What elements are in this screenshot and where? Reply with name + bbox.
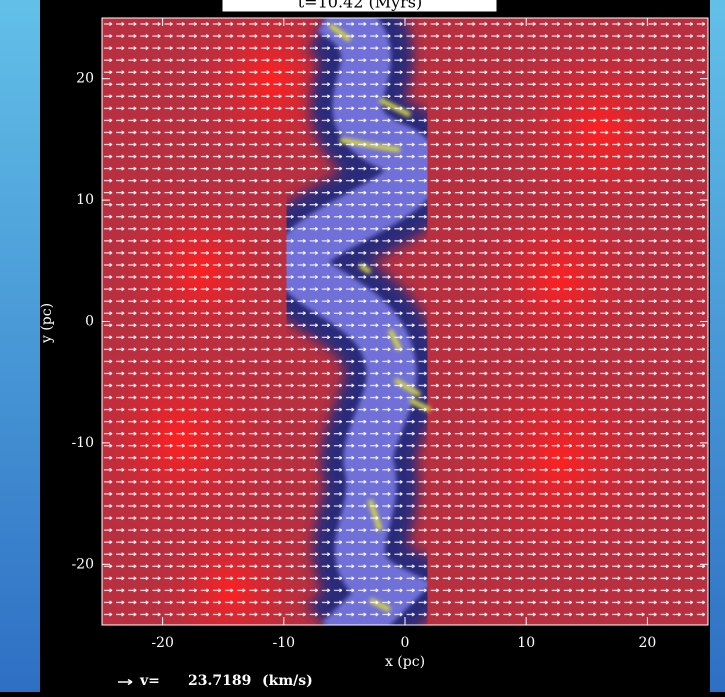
velocity-vectors — [102, 18, 708, 625]
y-tick-label: 0 — [85, 314, 94, 330]
x-tick-label: 10 — [517, 635, 535, 651]
chart-title: t=10.42 (Myrs) — [298, 0, 423, 12]
reference-label: v= — [139, 673, 160, 689]
reference-value: 23.7189 — [188, 673, 251, 689]
y-tick-label: 20 — [76, 71, 94, 87]
y-tick-label: 10 — [76, 192, 94, 208]
y-tick-label: -20 — [71, 556, 94, 572]
density-field — [102, 18, 708, 625]
side-strip — [0, 0, 40, 692]
x-tick-label: -20 — [151, 635, 174, 651]
side-strip — [710, 0, 725, 692]
reference-arrow-head — [127, 678, 133, 686]
y-axis-label: y (pc) — [39, 303, 55, 344]
x-tick-label: 0 — [401, 635, 410, 651]
x-tick-label: -10 — [273, 635, 296, 651]
reference-unit: (km/s) — [262, 673, 313, 689]
title-box — [221, 0, 498, 13]
x-tick-label: 20 — [638, 635, 656, 651]
y-tick-label: -10 — [71, 435, 94, 451]
x-axis-label: x (pc) — [385, 654, 425, 670]
